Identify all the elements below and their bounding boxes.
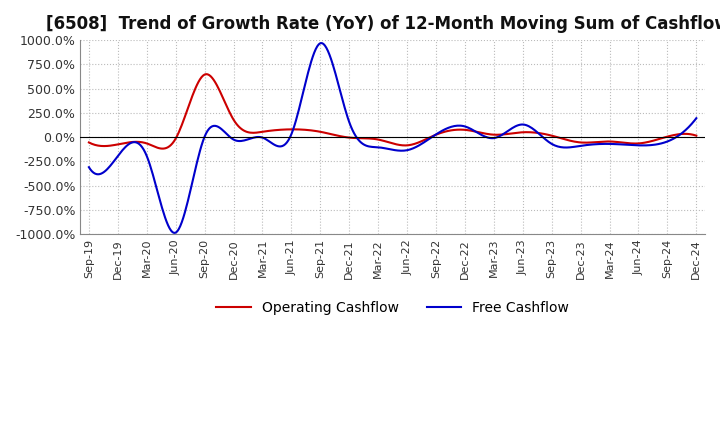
Free Cashflow	[526, 125, 535, 130]
Operating Cashflow	[84, 140, 93, 145]
Operating Cashflow	[202, 72, 210, 77]
Operating Cashflow	[328, 132, 337, 137]
Free Cashflow	[328, 61, 337, 66]
Free Cashflow	[318, 40, 326, 46]
Operating Cashflow	[526, 130, 535, 135]
Free Cashflow	[469, 128, 478, 133]
Free Cashflow	[529, 127, 538, 132]
Line: Free Cashflow: Free Cashflow	[89, 43, 696, 233]
Operating Cashflow	[469, 128, 478, 134]
Free Cashflow	[84, 165, 93, 170]
Operating Cashflow	[529, 130, 538, 135]
Operating Cashflow	[286, 127, 294, 132]
Operating Cashflow	[692, 133, 701, 138]
Free Cashflow	[158, 205, 166, 210]
Legend: Operating Cashflow, Free Cashflow: Operating Cashflow, Free Cashflow	[210, 295, 575, 320]
Title: [6508]  Trend of Growth Rate (YoY) of 12-Month Moving Sum of Cashflows: [6508] Trend of Growth Rate (YoY) of 12-…	[46, 15, 720, 33]
Free Cashflow	[170, 230, 179, 235]
Free Cashflow	[284, 138, 292, 143]
Operating Cashflow	[159, 146, 168, 151]
Free Cashflow	[692, 116, 701, 121]
Operating Cashflow	[158, 146, 166, 151]
Line: Operating Cashflow: Operating Cashflow	[89, 74, 696, 149]
